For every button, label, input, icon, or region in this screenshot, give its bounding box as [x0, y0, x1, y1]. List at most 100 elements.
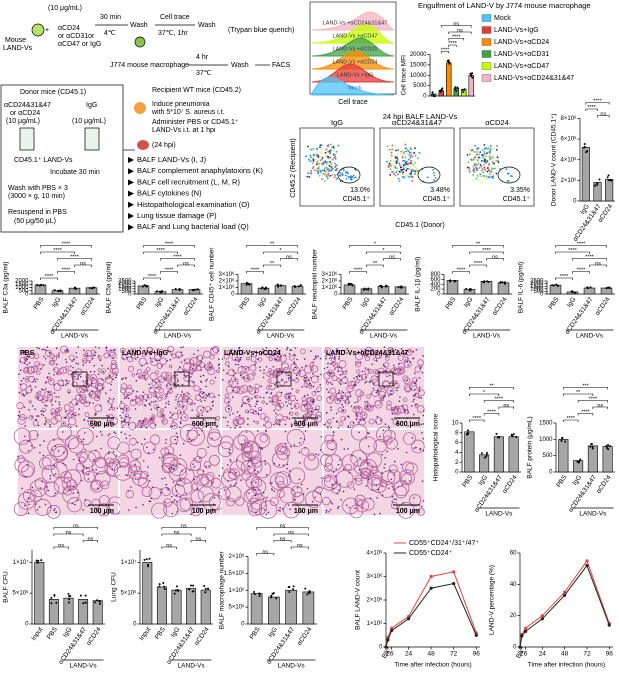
- tissue: [401, 473, 413, 485]
- y-axis-label: BALF LAND-V count: [355, 570, 362, 630]
- tissue: [84, 350, 93, 358]
- nucleus: [205, 397, 207, 399]
- readout-text: BALF LAND-Vs (I, J): [137, 155, 207, 164]
- nucleus: [247, 459, 250, 462]
- group-label: LAND-Vs: [178, 663, 206, 670]
- sig-label: ****: [487, 409, 496, 415]
- tissue: [168, 388, 173, 394]
- flow-event: [476, 164, 478, 166]
- nucleus: [135, 379, 138, 382]
- nucleus: [140, 426, 143, 429]
- replicate-dot: [564, 440, 567, 443]
- x-tick-label: IgG: [267, 626, 279, 639]
- y-tick-label: 0: [455, 470, 459, 476]
- replicate-dot: [204, 587, 207, 590]
- nucleus: [359, 457, 361, 459]
- nucleus: [193, 402, 196, 405]
- point: [474, 633, 478, 637]
- y-tick-label: 3×10⁶: [367, 573, 384, 580]
- flow-panel: [459, 127, 535, 207]
- tissue: [246, 486, 262, 503]
- nucleus: [326, 380, 328, 382]
- nucleus: [365, 458, 368, 461]
- nucleus: [61, 379, 64, 382]
- tissue: [53, 446, 68, 461]
- nucleus: [46, 399, 48, 402]
- tissue: [147, 393, 153, 399]
- nucleus: [66, 348, 68, 351]
- protocol-text: Incubate 30 min: [50, 169, 100, 176]
- flow-event: [472, 173, 474, 176]
- sig-label: **: [270, 241, 275, 247]
- tissue: [275, 413, 284, 422]
- sig-label: ns: [597, 403, 603, 409]
- replicate-dot: [463, 88, 466, 91]
- tissue: [184, 358, 191, 365]
- flow-event: [483, 162, 485, 165]
- nucleus: [80, 375, 82, 378]
- flow-event: [476, 147, 478, 150]
- flow-event: [483, 166, 486, 169]
- nucleus: [376, 497, 378, 499]
- nucleus: [178, 403, 181, 406]
- flow-event: [326, 170, 329, 172]
- tissue: [393, 480, 410, 497]
- nucleus: [409, 421, 412, 423]
- replicate-dot: [271, 592, 274, 595]
- nucleus: [100, 447, 102, 450]
- nucleus: [65, 361, 68, 363]
- tissue: [13, 501, 29, 517]
- y-tick-label: 600: [430, 277, 441, 283]
- nucleus: [211, 437, 213, 440]
- tissue: [402, 461, 414, 474]
- bar: [581, 147, 590, 202]
- y-tick-label: 1×10⁶: [229, 587, 246, 594]
- tissue: [279, 354, 287, 363]
- nucleus: [85, 401, 88, 404]
- tissue: [375, 426, 392, 443]
- nucleus: [300, 510, 303, 513]
- tissue: [403, 384, 412, 392]
- tissue: [245, 475, 260, 489]
- x-tick-label: αCD24: [285, 296, 303, 317]
- tissue: [69, 406, 75, 412]
- flow-event: [492, 159, 495, 162]
- flow-event: [333, 176, 336, 179]
- tissue: [54, 410, 61, 417]
- nucleus: [411, 437, 414, 439]
- protocol-text: with 5*10⁷ S. aureus i.t.: [151, 109, 225, 116]
- nucleus: [208, 361, 211, 364]
- tissue: [208, 454, 220, 466]
- nucleus: [109, 354, 111, 357]
- replicate-dot: [501, 281, 504, 284]
- tissue: [409, 494, 422, 507]
- tissue: [160, 447, 170, 457]
- tissue: [365, 346, 373, 355]
- nucleus: [143, 404, 146, 406]
- flow-event: [489, 148, 492, 151]
- tissue: [45, 349, 53, 357]
- tissue: [323, 476, 336, 488]
- nucleus: [330, 409, 332, 411]
- nucleus: [221, 467, 224, 469]
- nucleus: [27, 491, 29, 494]
- flow-event: [487, 157, 490, 160]
- sig-label: ****: [587, 105, 596, 111]
- replicate-dot: [503, 282, 506, 285]
- nucleus: [64, 416, 67, 419]
- y-axis-label: BALF IL-1β (pg/ml): [415, 257, 422, 312]
- tissue: [359, 461, 374, 476]
- nucleus: [36, 434, 39, 436]
- nucleus: [336, 507, 339, 510]
- nucleus: [372, 472, 375, 475]
- tissue: [41, 464, 60, 483]
- flow-event: [408, 167, 410, 170]
- nucleus: [146, 362, 148, 365]
- nucleus: [364, 367, 367, 369]
- nucleus: [356, 400, 359, 403]
- panel-title: αCD24: [485, 118, 509, 127]
- nucleus: [187, 429, 189, 432]
- tissue: [225, 361, 230, 366]
- tissue: [239, 349, 245, 355]
- nucleus: [386, 375, 388, 378]
